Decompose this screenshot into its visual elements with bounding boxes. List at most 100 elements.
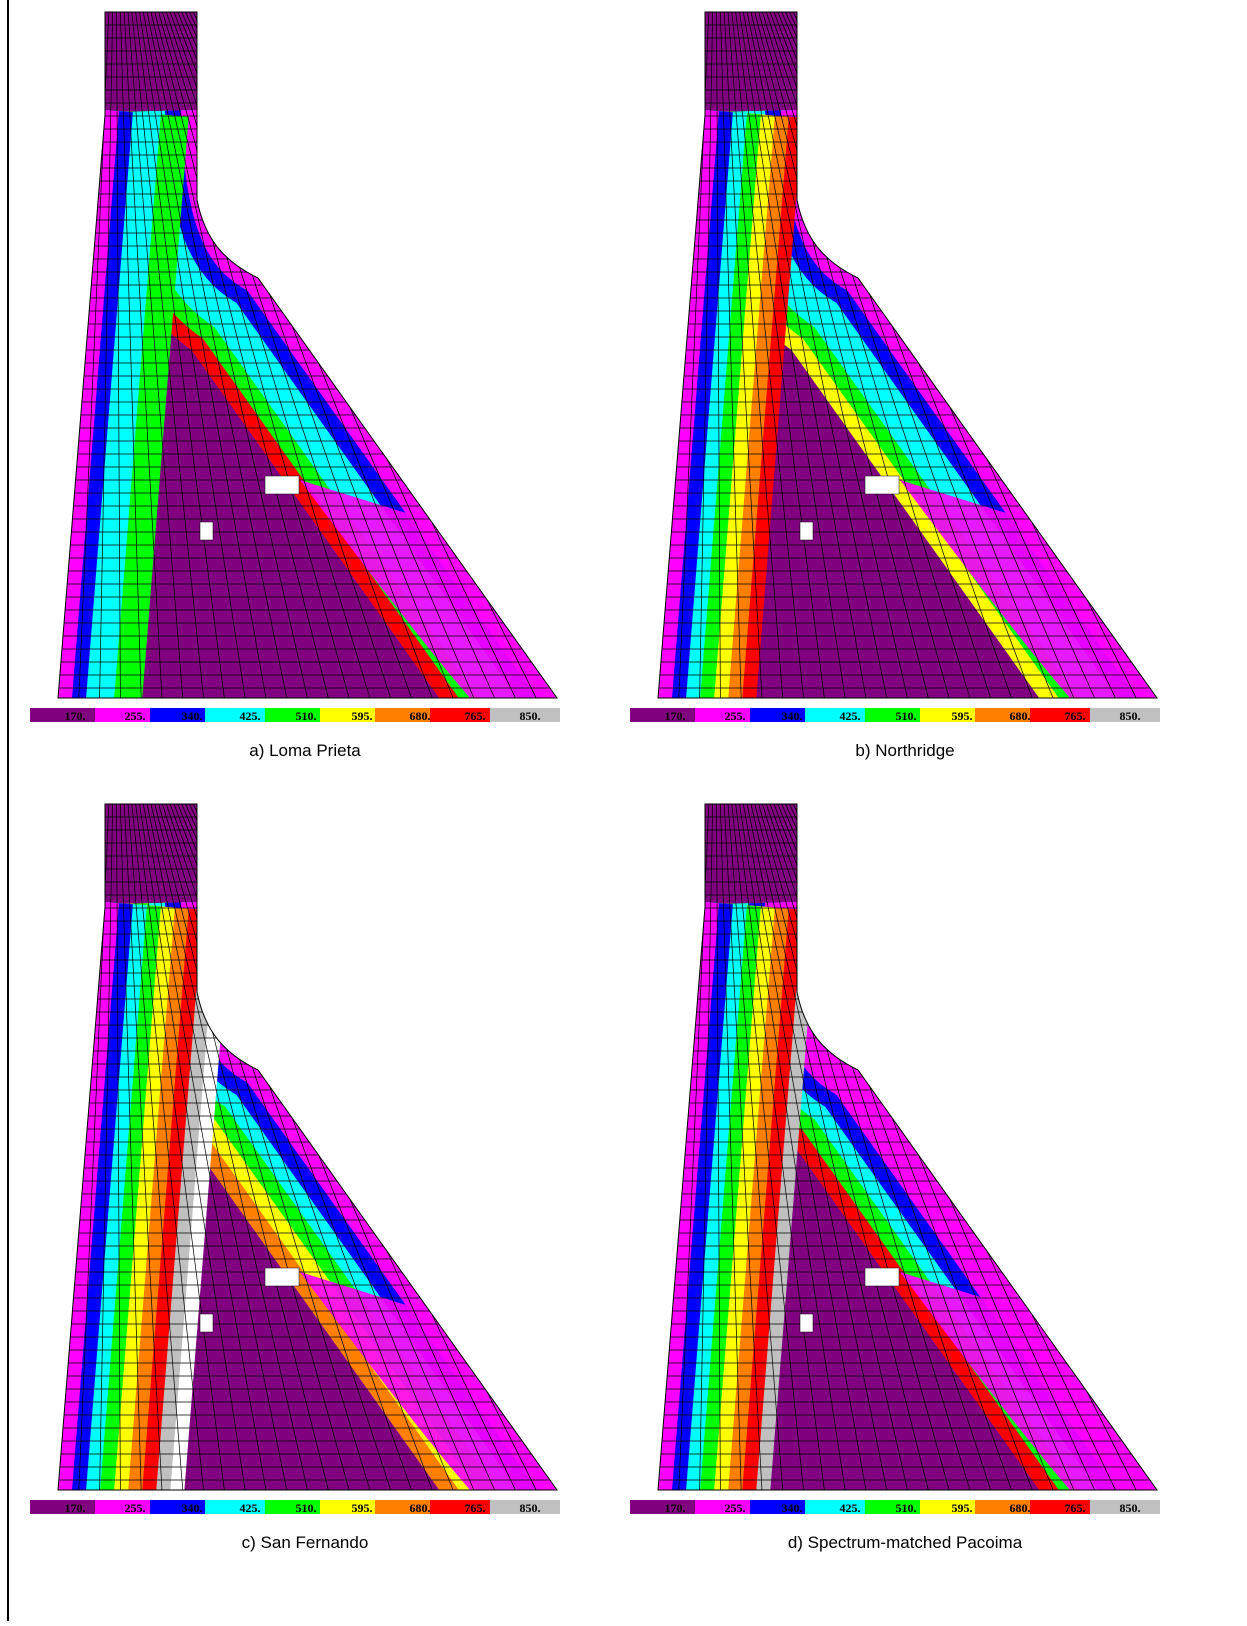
colorbar-segment (430, 1500, 490, 1514)
contour-band (300, 1272, 557, 1490)
colorbar-segment (975, 708, 1030, 722)
drain-opening (199, 521, 214, 541)
mesh-line (716, 12, 721, 698)
mesh-line (127, 804, 184, 1490)
colorbar-label: 170. (665, 709, 686, 723)
mesh-line (150, 804, 308, 1490)
mesh-line (99, 804, 114, 1490)
mesh-line (139, 804, 246, 1490)
mesh-line (699, 12, 714, 698)
colorbar-segment (695, 708, 750, 722)
colorbar-segment (630, 1500, 695, 1514)
mesh-line (158, 804, 350, 1490)
mesh-line (746, 804, 888, 1490)
mesh-line (119, 12, 142, 698)
colorbar-label: 595. (352, 1501, 373, 1515)
drain-opening (199, 1313, 214, 1333)
colorbar-label: 255. (125, 1501, 146, 1515)
colorbar-label: 425. (240, 1501, 261, 1515)
colorbar-label: 595. (352, 709, 373, 723)
mesh-line (150, 12, 308, 698)
colorbar-segment (1030, 1500, 1090, 1514)
colorbar-label: 680. (410, 1501, 431, 1515)
colorbar-label: 680. (1010, 1501, 1031, 1515)
mesh-line (742, 804, 867, 1490)
colorbar-label: 170. (665, 1501, 686, 1515)
colorbar-segment (695, 1500, 750, 1514)
contour-plot (58, 12, 557, 698)
mesh-line (99, 12, 114, 698)
colorbar-label: 680. (1010, 709, 1031, 723)
mesh-line (119, 804, 142, 1490)
colorbar-segment (150, 1500, 205, 1514)
colorbar-segment (865, 708, 920, 722)
dam-outline (57, 11, 558, 699)
mesh-line (727, 12, 784, 698)
colorbar-segment (805, 708, 865, 722)
dam-outline (657, 11, 1158, 699)
colorbar-segment (1090, 1500, 1160, 1514)
colorbar-segment (865, 1500, 920, 1514)
colorbar-label: 595. (952, 1501, 973, 1515)
colorbar-segment (490, 708, 560, 722)
mesh-line (742, 12, 867, 698)
colorbar-label: 765. (465, 709, 486, 723)
mesh-line (723, 12, 763, 698)
colorbar-segment (1030, 708, 1090, 722)
panel-caption: b) Northridge (855, 741, 954, 760)
drain-opening (799, 521, 814, 541)
colorbar-label: 765. (1065, 1501, 1086, 1515)
mesh-line (739, 12, 846, 698)
contour-band (900, 1272, 1157, 1490)
colorbar-label: 255. (725, 1501, 746, 1515)
mesh-line (719, 804, 742, 1490)
colorbar-segment (920, 708, 975, 722)
colorbar-label: 850. (1120, 1501, 1141, 1515)
mesh-line (754, 804, 929, 1490)
colorbar-label: 425. (840, 1501, 861, 1515)
mesh-line (154, 804, 329, 1490)
panel: 170. 255. 340. 425. 510. 595. 680. 765. 850. c) S… (30, 803, 560, 1552)
contour-plot (658, 804, 1157, 1490)
mesh-line (146, 12, 288, 698)
mesh-line (123, 804, 163, 1490)
mesh-line (154, 12, 329, 698)
colorbar-label: 425. (840, 709, 861, 723)
dam-outline (657, 803, 1158, 1491)
colorbar-label: 255. (725, 709, 746, 723)
colorbar-segment (805, 1500, 865, 1514)
colorbar-label: 595. (952, 709, 973, 723)
mesh-line (750, 804, 908, 1490)
mesh-line (123, 12, 163, 698)
mesh-line (131, 12, 204, 698)
panel-caption: a) Loma Prieta (249, 741, 361, 760)
colorbar-segment (630, 708, 695, 722)
gallery-opening (264, 475, 300, 495)
panel: 170. 255. 340. 425. 510. 595. 680. 765. 850. a) L… (30, 11, 560, 760)
mesh-line (716, 804, 721, 1490)
colorbar-label: 340. (782, 709, 803, 723)
mesh-line (116, 804, 121, 1490)
colorbar-segment (430, 708, 490, 722)
colorbar-label: 510. (296, 1501, 317, 1515)
colorbar-label: 340. (782, 1501, 803, 1515)
colorbar-segment (265, 708, 320, 722)
mesh-line (139, 12, 246, 698)
colorbar-segment (30, 1500, 95, 1514)
mesh-line (739, 804, 846, 1490)
colorbar-segment (265, 1500, 320, 1514)
colorbar-label: 170. (65, 709, 86, 723)
drain-opening (799, 1313, 814, 1333)
colorbar-segment (490, 1500, 560, 1514)
gallery-opening (264, 1267, 300, 1287)
contour-plot (658, 12, 1157, 698)
colorbar-label: 850. (520, 1501, 541, 1515)
colorbar-label: 680. (410, 709, 431, 723)
colorbar-segment (1090, 708, 1160, 722)
colorbar-label: 255. (125, 709, 146, 723)
mesh-line (731, 804, 804, 1490)
mesh-line (754, 12, 929, 698)
contour-plot (58, 804, 557, 1490)
